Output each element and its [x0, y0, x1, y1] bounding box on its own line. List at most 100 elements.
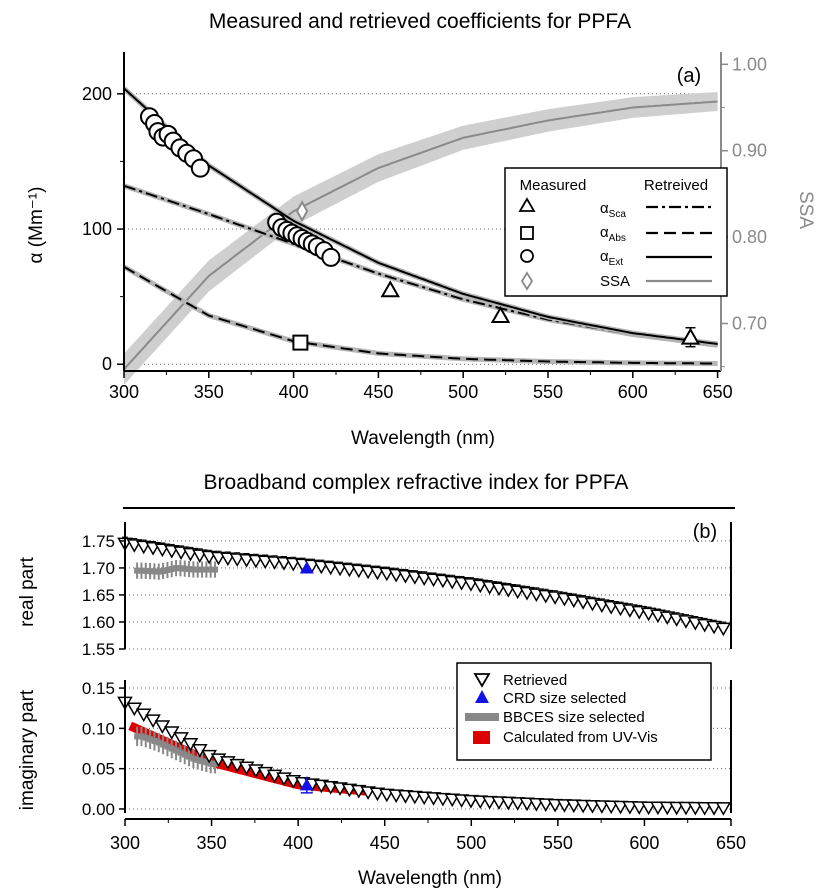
- retrieved-point: [603, 800, 619, 815]
- chart-b-xtick-label: 500: [456, 833, 486, 853]
- chart-b-real-ytick-label: 1.60: [82, 613, 115, 632]
- legend-b-label-uvvis: Calculated from UV-Vis: [503, 729, 658, 746]
- chart-a-xtick-label: 500: [448, 382, 478, 402]
- chart-b-real-ytick-label: 1.55: [82, 640, 115, 659]
- chart-b-imag-ytick-label: 0.05: [82, 760, 115, 779]
- chart-b-xtick-label: 550: [543, 833, 573, 853]
- chart-b-title: Broadband complex refractive index for P…: [204, 471, 629, 494]
- retrieved-point: [472, 795, 489, 810]
- bbces-point: [177, 749, 184, 756]
- chart-a-xtick-label: 400: [279, 382, 309, 402]
- bbces-point: [164, 567, 171, 574]
- retrieved-point: [528, 797, 545, 812]
- retrieved-line-αExt: [123, 87, 718, 345]
- chart-a-xlabel: Wavelength (nm): [351, 428, 495, 449]
- measured-point-αSca: [380, 280, 400, 298]
- chart-b-xtick-label: 350: [197, 833, 227, 853]
- bbces-point: [134, 567, 141, 574]
- chart-b-panel-label: (b): [693, 521, 717, 543]
- bbces-point: [207, 566, 214, 573]
- legend-b-marker-crd: [475, 690, 489, 703]
- bbces-point: [181, 565, 188, 572]
- bbces-point: [194, 566, 201, 573]
- chart-a-xtick-label: 550: [533, 382, 563, 402]
- chart-b-xtick-label: 400: [283, 833, 313, 853]
- bbces-point: [142, 567, 149, 574]
- bbces-point: [177, 565, 184, 572]
- retrieved-point: [640, 801, 657, 816]
- chart-b-legend: Retrieved CRD size selected BBCES size s…: [456, 662, 712, 761]
- legend-a-marker-triangle: [518, 197, 536, 212]
- bbces-point: [138, 567, 145, 574]
- retrieved-point: [491, 796, 507, 810]
- ssa-retrieved-line: [123, 100, 718, 370]
- ssa-measured-point: [295, 200, 309, 223]
- retrieved-point: [622, 801, 638, 815]
- chart-b-xtick-label: 600: [629, 833, 659, 853]
- legend-b-marker-uvvis: [473, 731, 490, 744]
- chart-b-imag-ytick-label: 0.00: [82, 800, 115, 819]
- bbces-point: [181, 751, 188, 758]
- crd-point: [299, 778, 314, 791]
- chart-b-imag-ytick-label: 0.10: [82, 719, 115, 738]
- chart-a-y2label: SSA: [795, 191, 816, 229]
- bbces-point: [173, 747, 180, 754]
- retrieved-point: [584, 799, 601, 814]
- bbces-point: [138, 733, 145, 740]
- bbces-point: [199, 566, 206, 573]
- bbces-point: [186, 566, 193, 573]
- retrieved-point: [556, 799, 573, 813]
- retrieved-point: [706, 802, 722, 816]
- retrieved-point: [612, 800, 629, 815]
- bbces-point: [160, 741, 167, 748]
- chart-a-xtick-label: 600: [618, 382, 648, 402]
- chart-b-xtick-label: 300: [110, 833, 140, 853]
- legend-b-marker-retrieved: [473, 673, 491, 688]
- retrieved-point: [659, 801, 676, 816]
- retrieved-point: [715, 802, 732, 816]
- retrieved-point: [715, 622, 732, 637]
- legend-a-label-sca: αSca: [600, 200, 626, 220]
- bbces-point: [190, 755, 197, 762]
- legend-b-label-retrieved: Retrieved: [503, 672, 567, 689]
- bbces-point: [151, 737, 158, 744]
- bbces-point: [147, 736, 154, 743]
- bbces-point: [142, 734, 149, 741]
- legend-a-header-measured: Measured: [520, 177, 587, 194]
- chart-a-y2tick-label: 0.80: [732, 227, 767, 247]
- chart-a-legend: Measured Retreived αSca αAbs αExt SSA: [504, 167, 728, 297]
- bbces-point: [155, 568, 162, 575]
- measured-point-αExt: [190, 158, 210, 178]
- bbces-point: [173, 565, 180, 572]
- chart-a-ytick-label: 0: [102, 354, 112, 374]
- retrieved-point: [696, 801, 713, 816]
- bbces-point: [151, 568, 158, 575]
- retrieved-point: [650, 801, 666, 816]
- bbces-point: [164, 743, 171, 750]
- legend-a-label-abs: αAbs: [600, 224, 626, 244]
- retrieved-point: [500, 796, 517, 811]
- chart-a-xtick-label: 350: [194, 382, 224, 402]
- chart-b-real-ytick-label: 1.75: [82, 532, 115, 551]
- bbces-point: [212, 760, 219, 767]
- retrieved-point: [687, 801, 704, 816]
- bbces-point: [190, 566, 197, 573]
- crd-point: [299, 561, 314, 574]
- chart-b-real-ytick-label: 1.65: [82, 586, 115, 605]
- chart-a-panel-label: (a): [677, 65, 701, 87]
- retrieved-point: [594, 800, 610, 814]
- legend-a-label-ssa: SSA: [600, 273, 630, 290]
- chart-a-y2tick-label: 1.00: [732, 54, 767, 74]
- bbces-point: [194, 756, 201, 763]
- legend-b-label-crd: CRD size selected: [503, 690, 626, 707]
- bbces-point: [199, 758, 206, 765]
- legend-a-header-retrieved: Retreived: [644, 177, 708, 194]
- bbces-point: [134, 733, 141, 740]
- ssa-uncertainty-band: [124, 92, 718, 385]
- chart-a-xtick-label: 450: [363, 382, 393, 402]
- bbces-point: [147, 568, 154, 575]
- retrieved-point: [519, 797, 535, 812]
- measured-point-αAbs: [292, 334, 309, 351]
- legend-b-marker-bbces: [465, 713, 499, 721]
- retrieved-point: [537, 798, 554, 813]
